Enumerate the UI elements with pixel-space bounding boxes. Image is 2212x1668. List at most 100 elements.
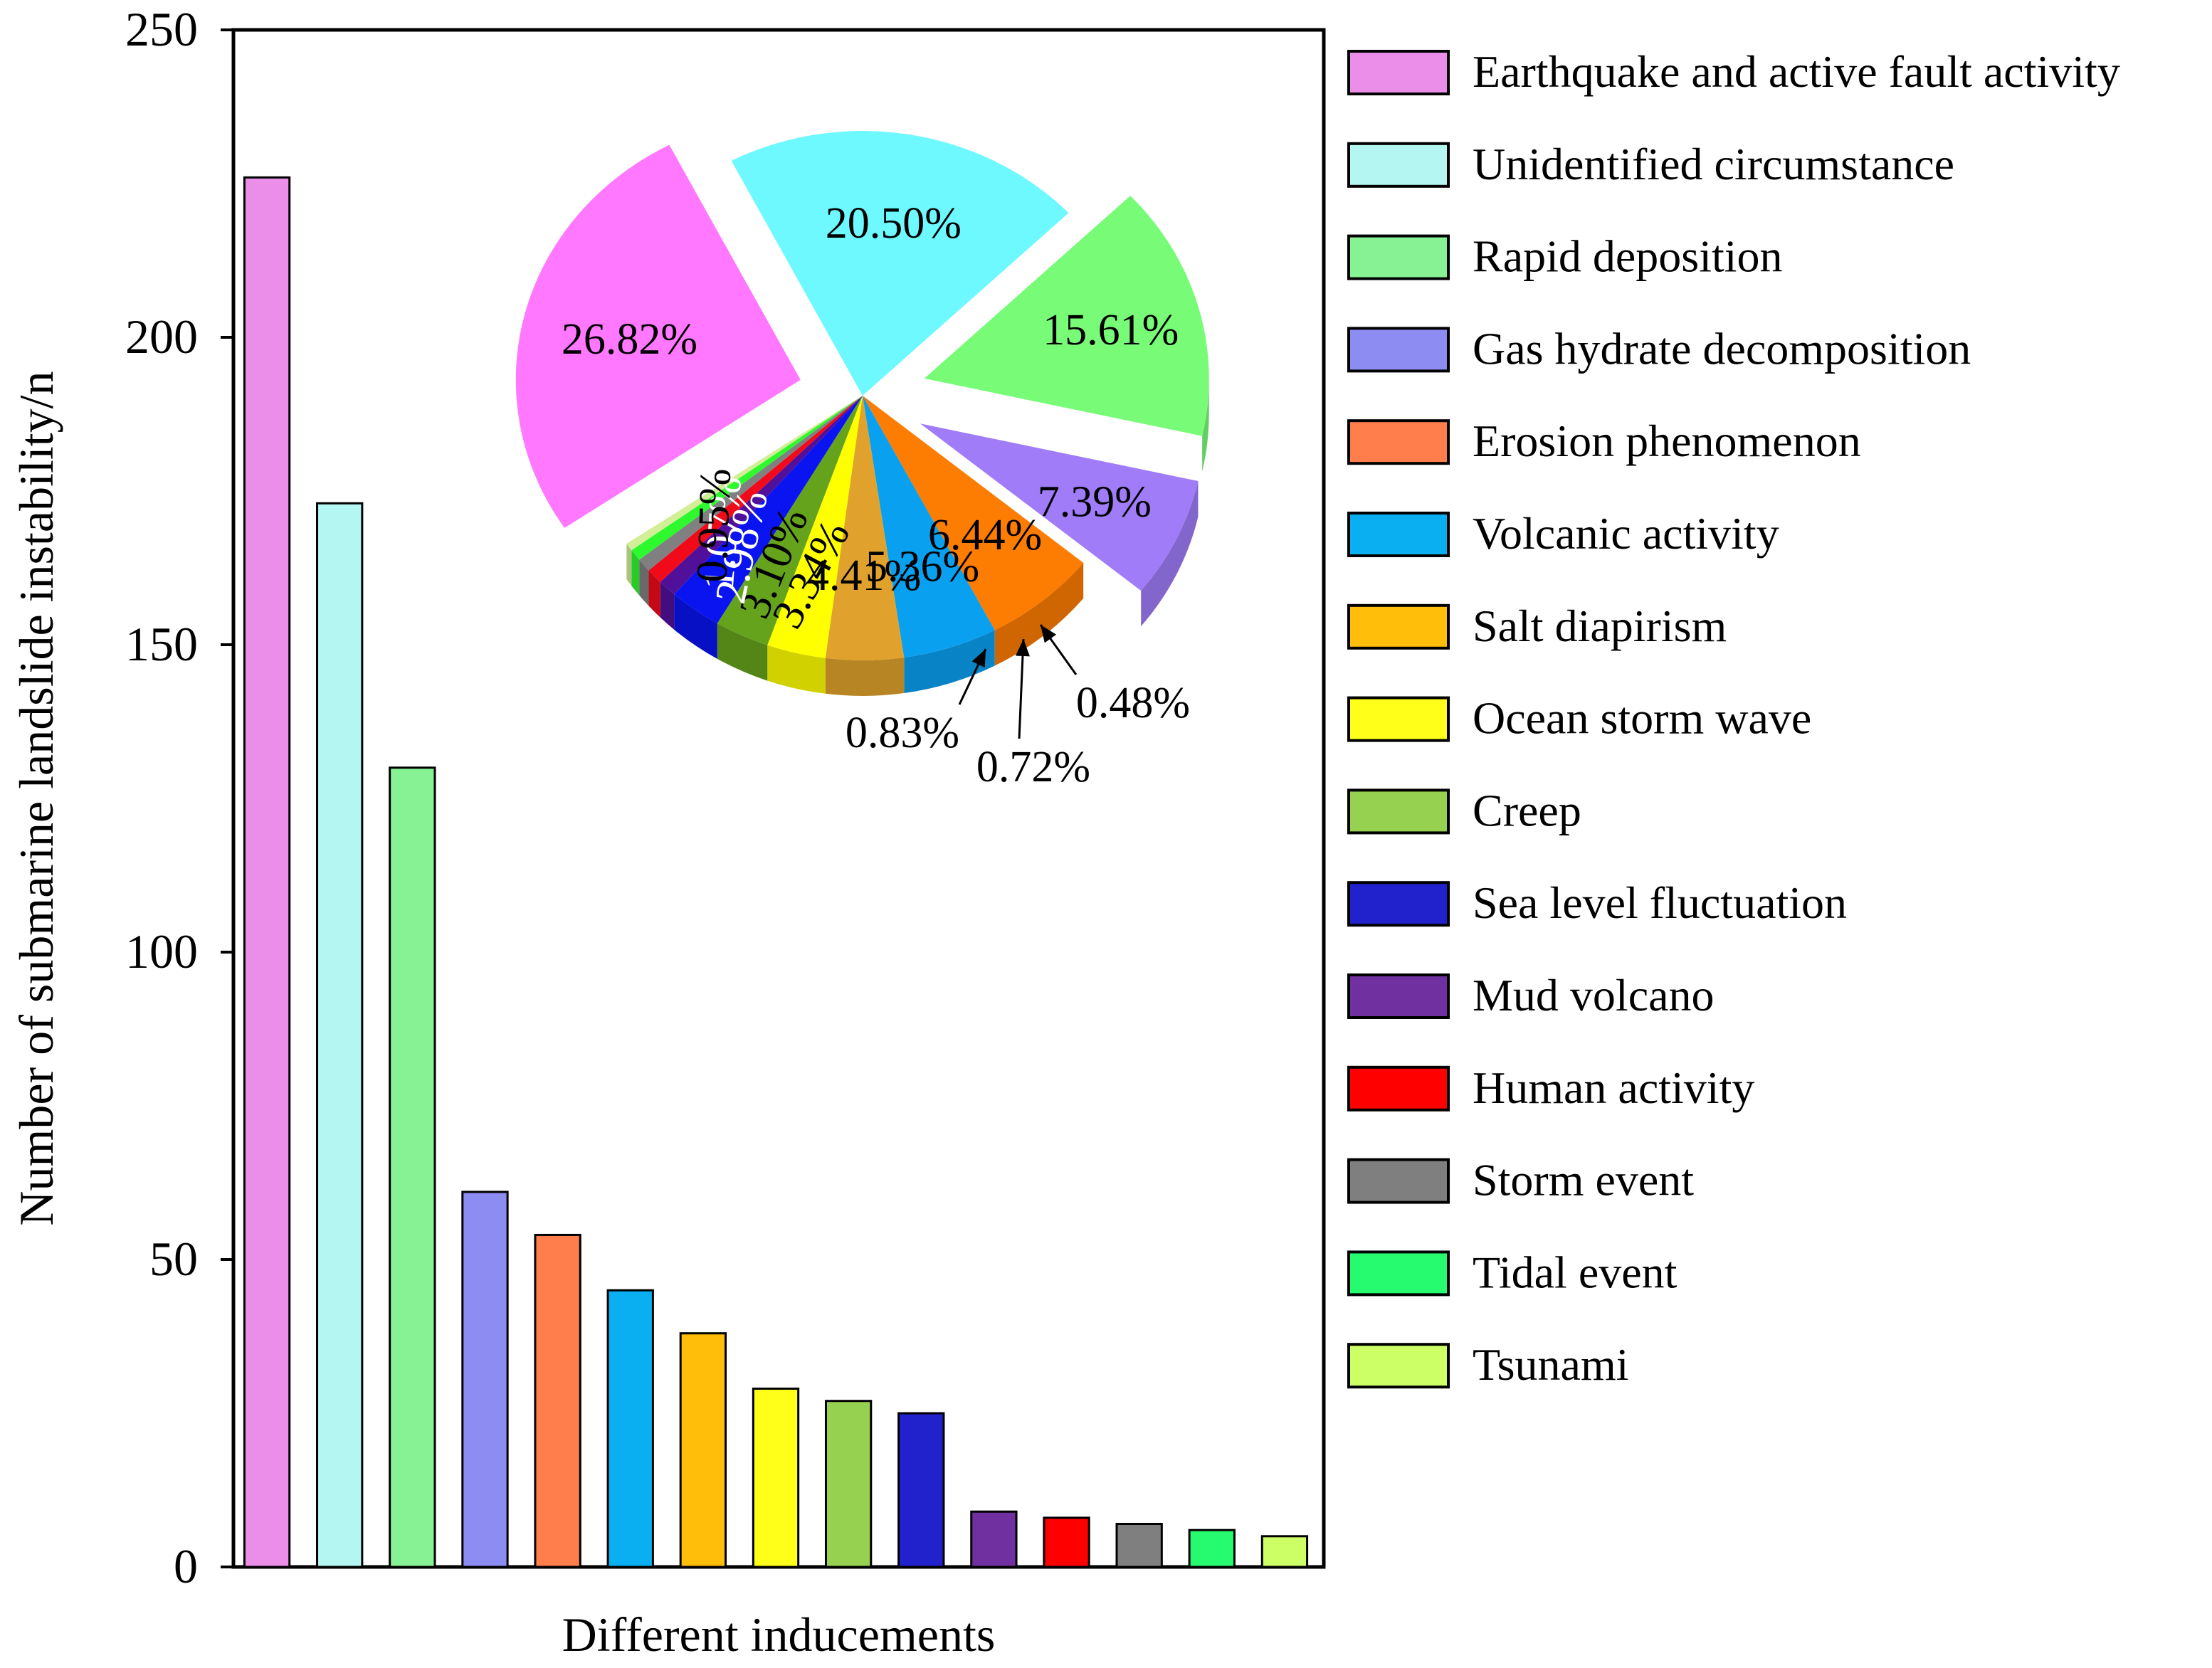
legend-label: Rapid deposition bbox=[1473, 231, 1783, 282]
pie-inset: 26.82%20.50%15.61%7.39%6.44%5.36%4.41%3.… bbox=[515, 131, 1209, 791]
pie-slice bbox=[631, 396, 863, 560]
pie-slice-label: 7.39% bbox=[1038, 478, 1152, 527]
pie-slice bbox=[924, 196, 1209, 436]
pie-slice bbox=[515, 144, 801, 528]
pie-slice-side bbox=[1141, 481, 1199, 627]
y-axis-title: Number of submarine landslide instabilit… bbox=[9, 371, 63, 1225]
legend-swatch bbox=[1347, 512, 1450, 557]
pie-slice-side bbox=[631, 550, 640, 596]
legend-swatch bbox=[1347, 696, 1450, 742]
y-tick-label: 150 bbox=[125, 617, 198, 671]
pie-slice bbox=[660, 396, 863, 594]
pie-slice bbox=[648, 396, 863, 582]
pie-slice bbox=[863, 396, 1084, 630]
y-tick-label: 100 bbox=[125, 924, 198, 978]
bar bbox=[970, 1510, 1018, 1568]
pie-slice bbox=[767, 396, 863, 658]
pie-slice-label: 0.95% bbox=[688, 468, 740, 583]
pie-slice-side bbox=[825, 658, 905, 697]
bar bbox=[752, 1387, 800, 1568]
pie-slice-side bbox=[674, 593, 717, 659]
y-tick-label: 0 bbox=[174, 1539, 198, 1593]
pie-slice bbox=[626, 396, 863, 551]
pie-slice-side bbox=[1202, 378, 1209, 472]
legend-label: Sea level fluctuation bbox=[1473, 877, 1847, 928]
legend-label: Volcanic activity bbox=[1473, 508, 1779, 559]
bar bbox=[243, 176, 291, 1568]
legend-swatch bbox=[1347, 788, 1450, 835]
legend-label: Unidentified circumstance bbox=[1473, 139, 1954, 189]
pie-slice-side bbox=[626, 544, 632, 586]
pie-slice-side bbox=[717, 623, 768, 681]
y-tick-label: 250 bbox=[125, 2, 198, 56]
bar bbox=[897, 1412, 945, 1568]
legend-label: Earthquake and active fault activity bbox=[1473, 46, 2120, 97]
legend-swatch bbox=[1347, 1250, 1450, 1297]
bar bbox=[679, 1332, 727, 1568]
y-tick-label: 50 bbox=[149, 1232, 198, 1286]
pie-slice bbox=[731, 131, 1069, 396]
legend-label: Tsunami bbox=[1473, 1339, 1629, 1390]
legend-label: Storm event bbox=[1473, 1155, 1694, 1205]
pie-slice-side bbox=[767, 645, 826, 694]
pie-slice bbox=[920, 423, 1199, 591]
legend-label: Erosion phenomenon bbox=[1473, 416, 1861, 466]
x-axis-title: Different inducements bbox=[562, 1608, 996, 1662]
y-tick-label: 200 bbox=[125, 310, 198, 364]
bar bbox=[461, 1191, 509, 1568]
legend-swatch bbox=[1347, 142, 1450, 188]
pie-leader-arrow bbox=[1041, 625, 1057, 643]
pie-slice bbox=[639, 396, 863, 571]
legend-swatch bbox=[1347, 327, 1450, 373]
pie-slice-side bbox=[904, 630, 995, 694]
bar bbox=[1043, 1516, 1090, 1568]
pie-slice-label: 26.82% bbox=[562, 315, 697, 364]
legend-swatch bbox=[1347, 973, 1450, 1019]
bar bbox=[824, 1400, 873, 1568]
pie-slice-label: 15.61% bbox=[1043, 306, 1179, 354]
pie-slice bbox=[717, 396, 863, 645]
legend-swatch bbox=[1347, 50, 1450, 95]
legend-swatch bbox=[1347, 881, 1450, 927]
pie-slice-label: 20.50% bbox=[826, 199, 962, 248]
legend-label: Tidal event bbox=[1473, 1247, 1678, 1297]
pie-leader-arrow bbox=[1015, 639, 1030, 657]
legend-swatch bbox=[1347, 1065, 1450, 1112]
bar-plot: 0 50 100 150 200 250 Different inducements Nu… bbox=[9, 2, 1326, 1662]
legend-label: Ocean storm wave bbox=[1473, 693, 1811, 744]
pie-slice-label: 1.07% bbox=[695, 475, 751, 592]
y-axis: 0 50 100 150 200 250 bbox=[125, 2, 233, 1593]
pie-slice-label: 5.36% bbox=[865, 543, 979, 591]
bar bbox=[606, 1289, 654, 1568]
pie-slice-label: 0.48% bbox=[1076, 679, 1190, 727]
legend-swatch bbox=[1347, 419, 1450, 465]
pie-leader-arrow bbox=[971, 649, 986, 667]
pie-slice-side bbox=[660, 581, 675, 630]
pie-slice bbox=[674, 396, 863, 623]
bar bbox=[1188, 1529, 1236, 1568]
bar bbox=[534, 1233, 581, 1568]
legend-label: Human activity bbox=[1473, 1062, 1754, 1113]
pie-slice bbox=[825, 396, 905, 661]
legend-label: Creep bbox=[1473, 785, 1581, 835]
bar bbox=[1260, 1535, 1309, 1568]
pie-slice-label: 0.83% bbox=[846, 709, 959, 757]
pie-slice-label: 4.41% bbox=[807, 551, 921, 600]
pie-slice-label: 6.44% bbox=[928, 511, 1042, 559]
pie-slice-side bbox=[994, 562, 1084, 666]
bar bbox=[316, 502, 364, 1568]
bar bbox=[1115, 1523, 1163, 1568]
legend-swatch bbox=[1347, 1343, 1450, 1389]
pie-slice-label: 0.72% bbox=[976, 743, 1090, 791]
legend-label: Gas hydrate decomposition bbox=[1473, 323, 1971, 374]
legend-label: Mud volcano bbox=[1473, 970, 1715, 1020]
pie-slice-side bbox=[639, 559, 649, 606]
legend-swatch bbox=[1347, 1158, 1450, 1204]
pie-slice bbox=[863, 396, 995, 658]
legend-swatch bbox=[1347, 603, 1450, 650]
legend-swatch bbox=[1347, 234, 1450, 280]
legend: Earthquake and active fault activity Unid… bbox=[1347, 46, 2120, 1390]
bar bbox=[389, 766, 436, 1568]
pie-slice-side bbox=[648, 570, 660, 618]
